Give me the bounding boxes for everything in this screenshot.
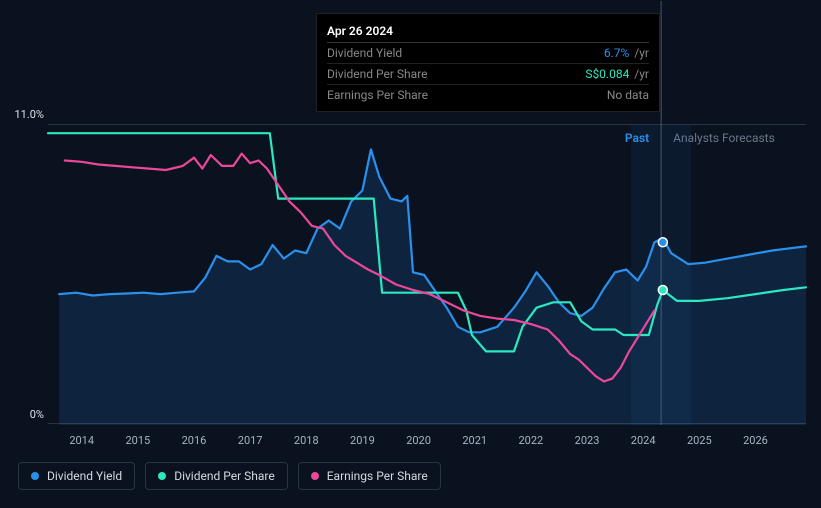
legend-label: Dividend Yield: [47, 469, 122, 483]
tooltip-label: Earnings Per Share: [327, 88, 428, 102]
x-tick-label: 2023: [575, 434, 600, 447]
tooltip-value: 6.7% /yr: [604, 46, 649, 60]
tooltip-value: S$0.084 /yr: [585, 67, 649, 81]
legend-item[interactable]: Dividend Per Share: [145, 462, 288, 490]
tooltip-value: No data: [607, 88, 649, 102]
x-tick-label: 2022: [518, 434, 543, 447]
tooltip-label: Dividend Yield: [327, 46, 402, 60]
legend-item[interactable]: Earnings Per Share: [298, 462, 441, 490]
x-tick-label: 2026: [743, 434, 768, 447]
x-tick-label: 2019: [350, 434, 375, 447]
x-tick-label: 2015: [125, 434, 150, 447]
x-tick-label: 2024: [631, 434, 656, 447]
tooltip-row: Earnings Per Share No data: [327, 85, 649, 105]
x-tick-label: 2020: [406, 434, 431, 447]
legend-label: Dividend Per Share: [174, 469, 275, 483]
chart-area: 11.0% 0% Past Analysts Forecasts 2014 201…: [0, 100, 821, 455]
x-tick-label: 2016: [182, 434, 207, 447]
y-axis-max-label: 11.0%: [0, 108, 44, 121]
x-tick-label: 2017: [238, 434, 263, 447]
plot-area[interactable]: Past Analysts Forecasts: [48, 124, 806, 424]
hover-tooltip: Apr 26 2024 Dividend Yield6.7% /yrDivide…: [316, 13, 660, 112]
y-axis-min-label: 0%: [0, 408, 44, 421]
legend-dot-icon: [158, 472, 166, 480]
legend-item[interactable]: Dividend Yield: [18, 462, 135, 490]
series-svg: [48, 125, 806, 423]
tooltip-row: Dividend Per Share S$0.084 /yr: [327, 64, 649, 85]
x-tick-label: 2025: [687, 434, 712, 447]
tooltip-date: Apr 26 2024: [327, 20, 649, 43]
legend-dot-icon: [31, 472, 39, 480]
legend: Dividend Yield Dividend Per Share Earnings…: [18, 462, 441, 490]
tooltip-label: Dividend Per Share: [327, 67, 428, 81]
hover-marker: [658, 286, 667, 295]
chart-container: Apr 26 2024 Dividend Yield6.7% /yrDivide…: [0, 0, 821, 508]
legend-dot-icon: [311, 472, 319, 480]
tooltip-row: Dividend Yield 6.7% /yr: [327, 43, 649, 64]
x-tick-label: 2018: [294, 434, 319, 447]
x-tick-label: 2021: [462, 434, 487, 447]
x-tick-label: 2014: [69, 434, 94, 447]
hover-marker: [658, 238, 667, 247]
legend-label: Earnings Per Share: [327, 469, 428, 483]
